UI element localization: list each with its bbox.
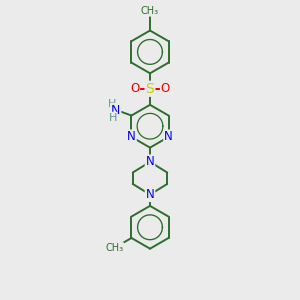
Text: CH₃: CH₃ — [105, 243, 123, 253]
Text: N: N — [127, 130, 136, 143]
Text: CH₃: CH₃ — [141, 6, 159, 16]
Text: O: O — [130, 82, 139, 95]
Text: N: N — [146, 155, 154, 168]
Text: H: H — [109, 112, 117, 123]
Text: S: S — [146, 82, 154, 96]
Text: N: N — [111, 104, 120, 117]
Text: N: N — [164, 130, 173, 143]
Text: O: O — [161, 82, 170, 95]
Text: H: H — [108, 99, 116, 109]
Text: N: N — [146, 188, 154, 201]
